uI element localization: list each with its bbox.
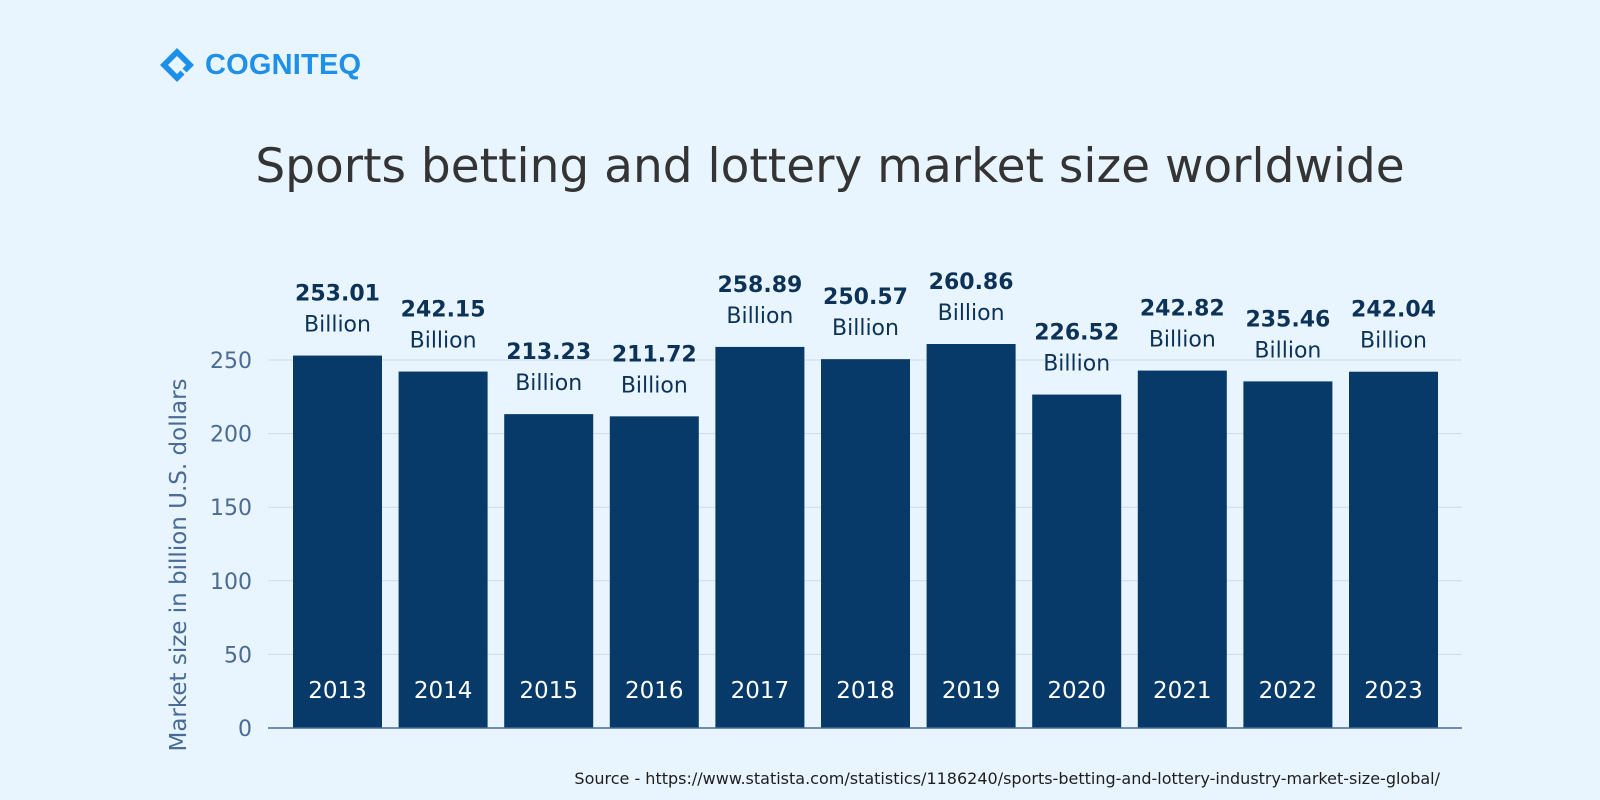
bars	[293, 344, 1438, 728]
category-label: 2014	[414, 678, 473, 704]
data-label-unit: Billion	[1149, 328, 1216, 353]
data-label-unit: Billion	[621, 373, 688, 398]
data-label-unit: Billion	[1360, 329, 1427, 354]
brand-name: COGNITEQ	[205, 48, 362, 81]
data-label-value: 260.86	[929, 270, 1014, 295]
y-tick-label: 0	[238, 717, 252, 742]
chart-title: Sports betting and lottery market size w…	[255, 139, 1405, 194]
bar-2014	[398, 371, 488, 728]
data-label-value: 253.01	[295, 282, 380, 307]
data-label-unit: Billion	[1043, 352, 1110, 377]
data-label-unit: Billion	[515, 371, 582, 396]
data-label-value: 213.23	[506, 340, 591, 365]
data-label-value: 235.46	[1245, 307, 1330, 332]
data-label-value: 226.52	[1034, 321, 1119, 346]
y-axis: 0 50 100 150 200 250	[210, 349, 1462, 742]
category-label: 2018	[836, 678, 895, 704]
y-tick-label: 250	[210, 349, 252, 374]
category-label: 2022	[1259, 678, 1318, 704]
category-label: 2015	[519, 678, 578, 704]
data-label-value: 242.04	[1351, 298, 1436, 323]
brand-logo: COGNITEQ	[158, 46, 361, 84]
data-label-value: 258.89	[717, 273, 802, 298]
y-axis-label: Market size in billion U.S. dollars	[166, 378, 192, 751]
data-label-unit: Billion	[938, 301, 1005, 326]
bar-2015	[504, 414, 594, 728]
data-label-value: 250.57	[823, 285, 908, 310]
category-label: 2021	[1153, 678, 1212, 704]
data-label-unit: Billion	[410, 329, 477, 354]
category-label: 2017	[731, 678, 790, 704]
data-label-value: 242.15	[401, 298, 486, 323]
y-tick-label: 100	[210, 570, 252, 595]
data-label-unit: Billion	[304, 313, 371, 338]
bar-2013	[293, 355, 382, 728]
bar-2019	[926, 344, 1016, 728]
data-label-unit: Billion	[1254, 338, 1321, 363]
cogniteq-logo-icon	[160, 48, 194, 82]
data-label-unit: Billion	[832, 316, 899, 341]
category-label: 2020	[1047, 678, 1106, 704]
y-tick-label: 200	[210, 423, 252, 448]
bar-2022	[1243, 381, 1333, 728]
source-note: Source - https://www.statista.com/statis…	[574, 769, 1440, 788]
bar-2018	[821, 359, 910, 728]
category-label: 2016	[625, 678, 684, 704]
bar-2021	[1137, 370, 1227, 728]
bar-2020	[1032, 394, 1122, 728]
y-tick-label: 150	[210, 496, 252, 521]
category-label: 2019	[942, 678, 1001, 704]
bar-2017	[715, 346, 805, 728]
data-label-unit: Billion	[726, 304, 793, 329]
category-label: 2023	[1364, 678, 1423, 704]
bar-2016	[609, 416, 699, 728]
bar-2023	[1349, 371, 1438, 728]
data-labels: 2013 253.01 Billion 2014 242.15 Billion 2015 21…	[295, 270, 1436, 704]
data-label-value: 211.72	[612, 342, 697, 367]
y-tick-label: 50	[224, 643, 252, 668]
data-label-value: 242.82	[1140, 297, 1225, 322]
category-label: 2013	[308, 678, 367, 704]
